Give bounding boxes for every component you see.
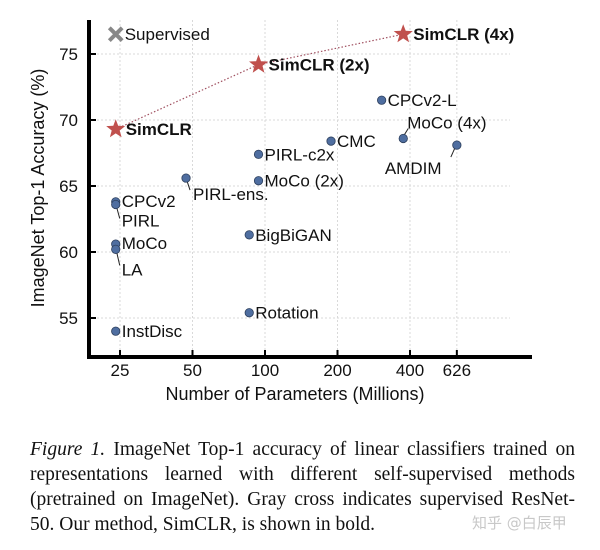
point-label: AMDIM: [385, 159, 442, 178]
point-label: BigBiGAN: [255, 226, 332, 245]
point-label: PIRL: [122, 211, 160, 230]
x-tick-label: 400: [396, 361, 424, 380]
point-label: SimCLR: [126, 120, 192, 139]
circle-marker-icon: [111, 199, 121, 210]
point-label: MoCo (2x): [265, 172, 344, 191]
x-axis-label: Number of Parameters (Millions): [165, 384, 424, 404]
circle-marker-icon: [244, 308, 254, 318]
figure-label: Figure 1.: [30, 439, 106, 460]
point-label: CPCv2: [122, 192, 176, 211]
point-label: PIRL-ens.: [193, 185, 269, 204]
circle-marker-icon: [452, 140, 462, 150]
x-tick-label: 50: [183, 361, 202, 380]
circle-marker-icon: [326, 136, 336, 146]
series-supervised: Supervised: [107, 25, 210, 44]
circle-marker-icon: [181, 173, 191, 183]
caption-text: ImageNet Top-1 accuracy of linear classi…: [30, 439, 575, 535]
point-label: SimCLR (2x): [269, 56, 370, 75]
point-label: SimCLR (4x): [413, 25, 514, 44]
point-label: CPCv2-L: [388, 91, 457, 110]
y-tick-label: 70: [59, 111, 78, 130]
gridlines: [89, 20, 510, 357]
point-label: Rotation: [255, 304, 318, 323]
y-tick-label: 65: [59, 177, 78, 196]
point-label: Supervised: [125, 25, 210, 44]
simclr-trend-line: [115, 33, 404, 130]
circle-marker-icon: [398, 133, 408, 144]
point-label: MoCo (4x): [407, 113, 486, 132]
x-tick-label: 200: [323, 361, 351, 380]
circle-marker-icon: [111, 244, 121, 254]
series-simclr-ours-: SimCLR SimCLR (2x) SimCLR (4x): [106, 24, 514, 139]
x-tick-label: 100: [251, 361, 279, 380]
star-marker-icon: [249, 54, 268, 73]
x-tick-label: 25: [111, 361, 130, 380]
point-label: PIRL-c2x: [265, 145, 335, 164]
leader-line: [116, 207, 121, 219]
y-tick-label: 75: [59, 45, 78, 64]
circle-marker-icon: [253, 149, 264, 159]
point-label: InstDisc: [122, 322, 183, 341]
point-label: MoCo: [122, 234, 167, 253]
scatter-chart: 25 50 100 200 400 626 55 60 65 70 75 SimCLR SimCLR …: [28, 20, 532, 404]
x-tick-label: 626: [443, 361, 471, 380]
point-label: CMC: [337, 132, 376, 151]
circle-marker-icon: [377, 95, 387, 105]
leader-line: [116, 252, 121, 266]
leader-line: [186, 180, 191, 191]
circle-marker-icon: [244, 230, 254, 240]
leader-line: [450, 147, 456, 158]
star-marker-icon: [393, 24, 413, 43]
y-tick-label: 60: [59, 243, 78, 262]
circle-marker-icon: [111, 326, 121, 336]
data-series: SimCLR SimCLR (2x) SimCLR (4x) Supervised CP…: [106, 24, 514, 341]
y-axis-label: ImageNet Top-1 Accuracy (%): [28, 69, 48, 308]
y-tick-label: 55: [59, 309, 78, 328]
point-label: LA: [122, 260, 143, 279]
cross-marker-icon: [107, 26, 124, 43]
watermark: 知乎 @白辰甲: [472, 514, 567, 532]
figure-caption: Figure 1. ImageNet Top-1 accuracy of lin…: [30, 437, 575, 537]
circle-marker-icon: [253, 176, 264, 186]
star-marker-icon: [106, 119, 126, 138]
tick-labels: 25 50 100 200 400 626 55 60 65 70 75: [59, 45, 471, 380]
